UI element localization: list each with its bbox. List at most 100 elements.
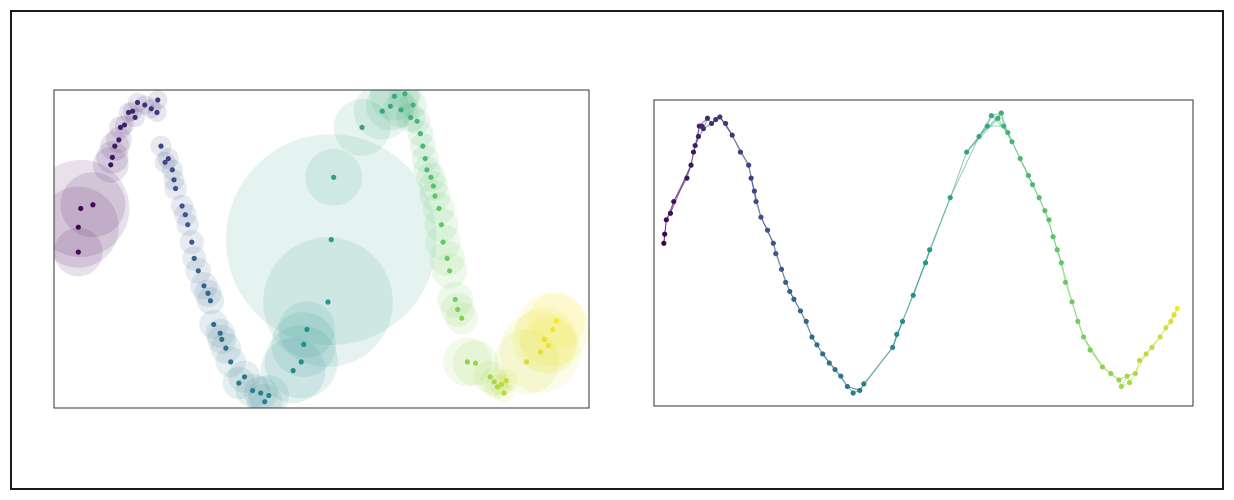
scatter-point <box>154 109 160 116</box>
graph-node <box>667 210 674 216</box>
scatter-point <box>440 239 446 245</box>
scatter-point <box>132 114 138 121</box>
graph-node <box>857 387 863 393</box>
scatter-point <box>408 114 414 121</box>
graph-node <box>803 318 809 324</box>
graph-node <box>1042 208 1048 214</box>
scatter-point <box>185 222 191 228</box>
graph-node <box>894 331 900 337</box>
graph-node <box>1157 334 1163 340</box>
graph-node <box>1087 347 1093 353</box>
graph-node <box>1149 344 1155 351</box>
graph-node <box>890 344 896 351</box>
scatter-point <box>217 330 223 336</box>
scatter-point <box>182 212 188 218</box>
graph-node <box>737 149 744 155</box>
graph-node <box>1017 155 1023 162</box>
graph-node <box>1058 260 1064 266</box>
scatter-point <box>109 154 115 160</box>
scatter-point <box>491 379 497 385</box>
graph-node <box>998 110 1004 116</box>
scatter-point <box>205 290 211 296</box>
scatter-point <box>410 102 416 108</box>
scatter-point <box>241 374 248 380</box>
bubble-circle <box>366 90 415 131</box>
network-nodes-layer <box>661 110 1180 396</box>
scatter-point <box>112 143 118 149</box>
graph-node <box>1062 279 1069 285</box>
graph-edge <box>966 117 999 153</box>
graph-edge <box>1000 112 1009 133</box>
graph-node <box>764 227 771 233</box>
graph-node <box>778 266 785 272</box>
graph-node <box>692 142 698 149</box>
graph-edge <box>949 151 968 198</box>
scatter-point <box>191 255 197 261</box>
scatter-point <box>549 326 556 333</box>
graph-node <box>1136 357 1143 364</box>
graph-node <box>1046 217 1052 223</box>
graph-node <box>832 366 838 373</box>
scatter-point <box>422 155 428 162</box>
scatter-point <box>328 237 334 243</box>
graph-node <box>758 214 764 220</box>
graph-node <box>695 133 702 140</box>
graph-node <box>838 373 844 379</box>
graph-edge <box>949 136 980 198</box>
scatter-point <box>148 106 154 112</box>
graph-node <box>820 351 826 357</box>
graph-edge <box>772 243 783 270</box>
graph-node <box>1025 172 1032 179</box>
graph-node <box>1132 370 1138 377</box>
scatter-point <box>211 321 217 328</box>
bubble-points-layer <box>75 91 560 405</box>
graph-node <box>722 120 729 127</box>
graph-node <box>995 115 1001 121</box>
graph-edge <box>997 117 1013 142</box>
graph-node <box>709 120 715 127</box>
scatter-point <box>165 155 171 162</box>
scatter-point <box>236 380 242 386</box>
graph-node <box>1124 373 1130 379</box>
scatter-point <box>436 205 442 212</box>
scatter-point <box>90 202 96 208</box>
graph-node <box>684 175 690 181</box>
scatter-point <box>424 167 430 173</box>
graph-node <box>688 162 694 168</box>
graph-node <box>661 240 667 246</box>
graph-node <box>1080 334 1087 340</box>
graph-node <box>1168 318 1174 324</box>
scatter-point <box>142 102 148 108</box>
scatter-point <box>195 268 201 274</box>
scatter-point <box>387 103 394 109</box>
graph-node <box>704 115 711 121</box>
scatter-point <box>359 124 365 131</box>
graph-node <box>984 123 990 129</box>
graph-node <box>1009 139 1015 145</box>
scatter-point <box>523 359 530 365</box>
graph-node <box>899 318 906 324</box>
bubble-plot-border <box>53 89 590 409</box>
graph-node <box>1005 129 1011 136</box>
scatter-point <box>117 124 124 131</box>
scatter-point <box>301 341 307 347</box>
graph-node <box>748 175 754 181</box>
scatter-point <box>158 143 164 149</box>
scatter-point <box>134 99 141 106</box>
graph-node <box>690 149 697 155</box>
graph-node <box>1075 318 1081 324</box>
graph-node <box>787 288 793 295</box>
graph-edge <box>1007 132 1021 159</box>
graph-edge <box>719 116 733 136</box>
scatter-point <box>428 174 434 180</box>
graph-node <box>922 260 929 266</box>
scatter-point <box>228 359 234 365</box>
graph-node <box>1054 247 1060 253</box>
bubble-circle <box>248 375 290 408</box>
scatter-point <box>290 367 296 374</box>
graph-node <box>826 360 832 366</box>
bubble-plot-background <box>54 90 589 408</box>
graph-node <box>773 251 779 257</box>
scatter-point <box>455 306 461 313</box>
scatter-point <box>325 299 331 305</box>
